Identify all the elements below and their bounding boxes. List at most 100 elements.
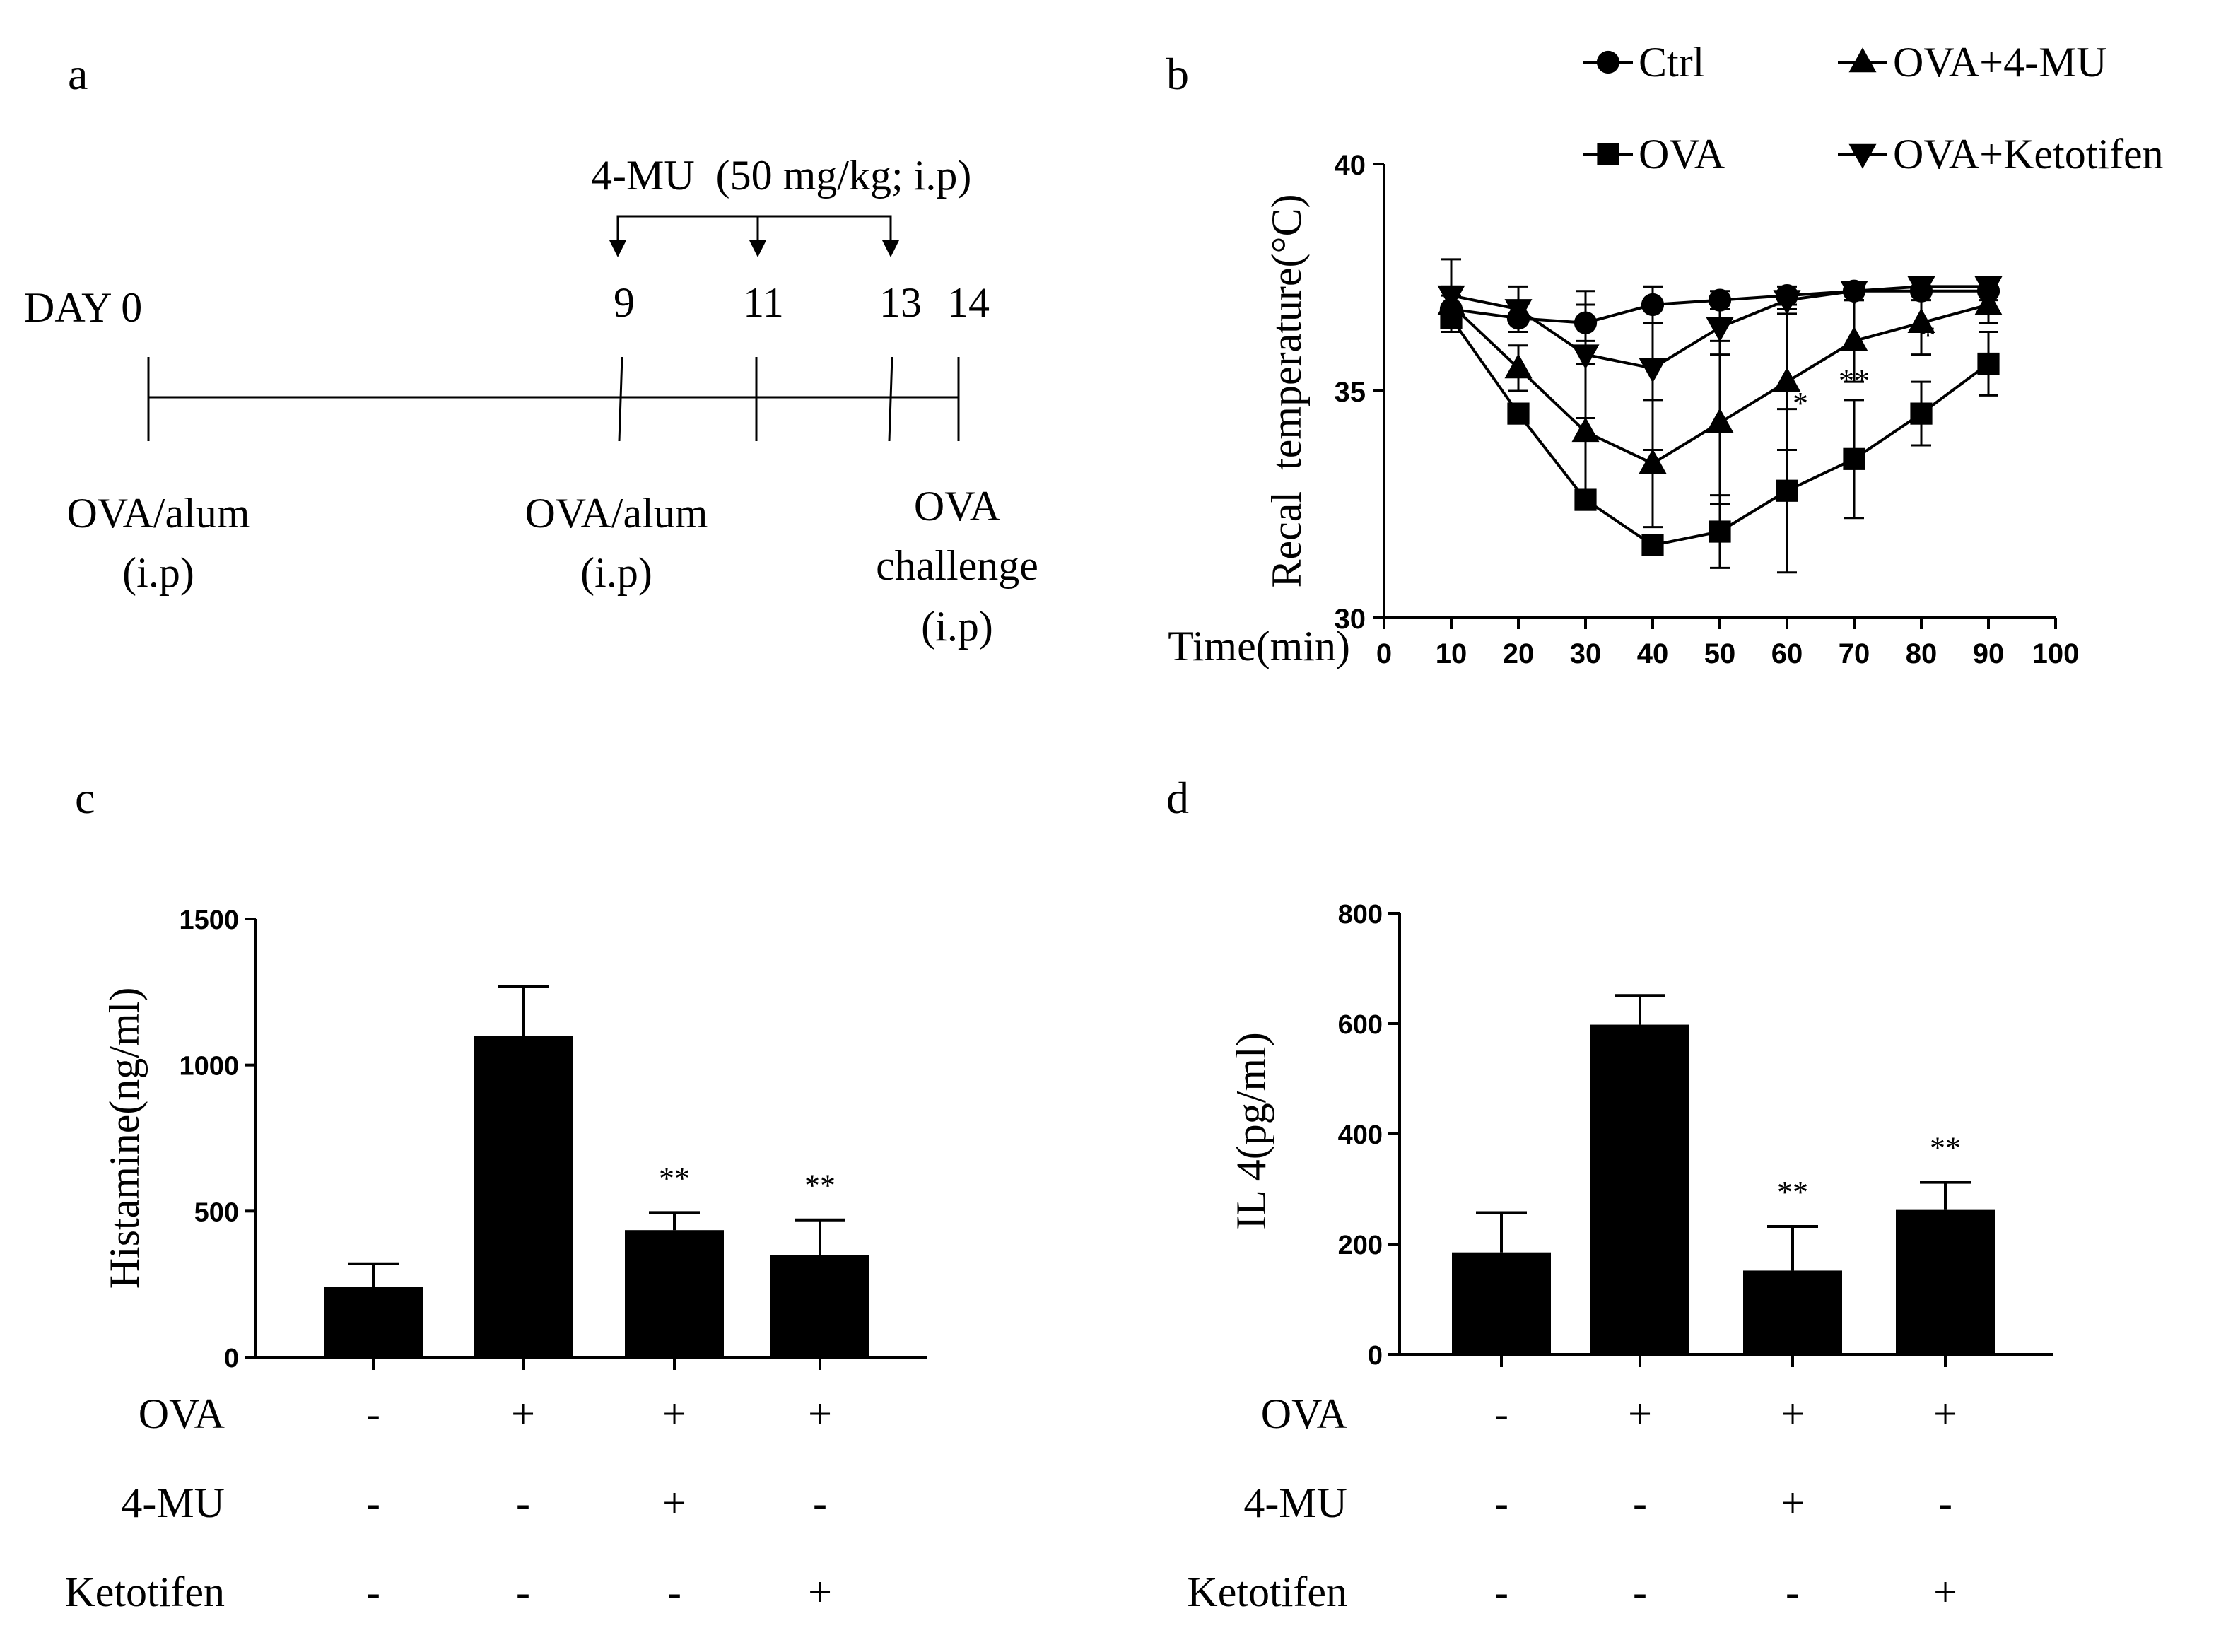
data-point (1773, 367, 1801, 392)
day-14-label: 14 (947, 279, 990, 326)
data-point (1571, 344, 1600, 370)
timeline-panel: DAY 0 9 11 13 14 4-MU (50 mg/kg; i.p) OV… (24, 152, 1038, 650)
condition-state: - (366, 1390, 380, 1437)
bar (770, 1255, 869, 1357)
arrow-day-11-icon (749, 240, 766, 257)
significance-marker: ** (1777, 1175, 1808, 1209)
condition-state: - (1633, 1480, 1647, 1526)
condition-state: + (662, 1480, 686, 1526)
legend-label: OVA (1639, 131, 1725, 177)
condition-state: + (1933, 1569, 1957, 1615)
condition-state: - (366, 1569, 380, 1615)
x-tick-label: 20 (1503, 638, 1535, 669)
x-tick-label: 90 (1973, 638, 2005, 669)
data-point (1706, 317, 1734, 342)
y-axis-title: IL 4(pg/ml) (1228, 1032, 1274, 1229)
histamine-bar-chart: 0 500 1000 1500 Histamine(ng/ml) ** ** OVA - + + +4… (64, 906, 927, 1615)
condition-state: - (516, 1569, 530, 1615)
x-tick-label: 40 (1637, 638, 1669, 669)
condition-state: - (1786, 1569, 1800, 1615)
day-zero-label: DAY 0 (24, 284, 142, 331)
significance-marker: * (1793, 386, 1808, 421)
event-day-0: OVA/alum (i.p) (67, 490, 250, 596)
legend-marker (1597, 143, 1619, 165)
x-tick-label: 80 (1906, 638, 1938, 669)
y-axis-title: Recal temperature(°C) (1263, 194, 1310, 587)
treatment-bracket (616, 215, 892, 245)
legend-marker (1596, 50, 1620, 74)
bar (324, 1287, 423, 1357)
data-point (1507, 402, 1530, 425)
condition-state: + (662, 1390, 686, 1437)
y-tick-label: 1000 (179, 1052, 239, 1082)
panel-label-b: b (1166, 49, 1189, 99)
condition-state: + (1628, 1390, 1652, 1437)
condition-state: + (1933, 1390, 1957, 1437)
significance-marker: ** (659, 1161, 690, 1195)
timeline-tick-day-9 (618, 356, 623, 442)
data-point (1843, 447, 1865, 470)
legend-label: OVA+4-MU (1893, 39, 2107, 86)
event-route: (i.p) (580, 549, 652, 596)
y-tick-label: 0 (1368, 1341, 1383, 1371)
arrow-day-13-icon (882, 240, 899, 257)
condition-label: 4-MU (1243, 1480, 1347, 1526)
condition-label: Ketotifen (64, 1569, 225, 1615)
condition-label: 4-MU (121, 1480, 225, 1526)
x-tick-label: 60 (1771, 638, 1803, 669)
condition-state: + (511, 1390, 535, 1437)
bar (474, 1036, 573, 1357)
data-point (1974, 290, 2003, 315)
condition-state: - (1494, 1390, 1508, 1437)
y-tick-label: 30 (1335, 604, 1366, 635)
bar (1896, 1209, 1995, 1354)
data-point (1907, 276, 1935, 302)
bar (1743, 1270, 1842, 1354)
condition-state: - (1938, 1480, 1952, 1526)
significance-marker: ** (804, 1168, 836, 1203)
x-tick-label: 70 (1839, 638, 1870, 669)
condition-label: OVA (139, 1390, 225, 1437)
legend-item: Ctrl (1583, 39, 1704, 86)
y-tick-label: 1500 (179, 906, 239, 935)
condition-state: - (366, 1480, 380, 1526)
legend-label: OVA+Ketotifen (1893, 131, 2164, 177)
condition-state: + (808, 1569, 832, 1615)
condition-state: - (667, 1569, 681, 1615)
event-route: (i.p) (122, 549, 194, 596)
day-11-label: 11 (743, 279, 784, 326)
event-day-14: OVA challenge (i.p) (876, 483, 1038, 650)
data-point (1910, 402, 1933, 425)
x-tick-label: 0 (1376, 638, 1392, 669)
il4-bar-chart: 0 200 400 600 800 IL 4(pg/ml) ** ** OVA - + + +4-MU -… (1187, 900, 2053, 1615)
significance-marker: ** (1839, 363, 1870, 398)
event-detail: challenge (876, 542, 1038, 589)
data-point (1639, 358, 1667, 383)
legend-marker (1848, 143, 1877, 169)
data-point (1907, 307, 1935, 333)
series-ova-ketotifen (1437, 258, 2003, 451)
condition-state: - (1633, 1569, 1647, 1615)
y-tick-label: 40 (1335, 150, 1366, 181)
data-point (1776, 479, 1798, 502)
y-tick-label: 600 (1338, 1010, 1383, 1040)
treatment-label: 4-MU (50 mg/kg; i.p) (591, 152, 971, 199)
data-point (1773, 290, 1801, 315)
event-label: OVA (914, 483, 1000, 529)
data-point (1977, 352, 2000, 375)
panel-label-c: c (75, 773, 95, 823)
y-tick-label: 800 (1338, 900, 1383, 930)
x-tick-label: 50 (1704, 638, 1736, 669)
y-tick-label: 35 (1335, 377, 1366, 408)
condition-label: Ketotifen (1187, 1569, 1347, 1615)
legend-item: OVA+4-MU (1838, 39, 2107, 86)
legend-label: Ctrl (1639, 39, 1704, 86)
condition-state: - (1494, 1569, 1508, 1615)
legend-marker (1848, 47, 1877, 73)
data-point (1639, 448, 1667, 474)
x-tick-label: 100 (2032, 638, 2080, 669)
y-tick-label: 400 (1338, 1120, 1383, 1150)
event-route: (i.p) (921, 603, 993, 650)
x-tick-label: 30 (1570, 638, 1602, 669)
